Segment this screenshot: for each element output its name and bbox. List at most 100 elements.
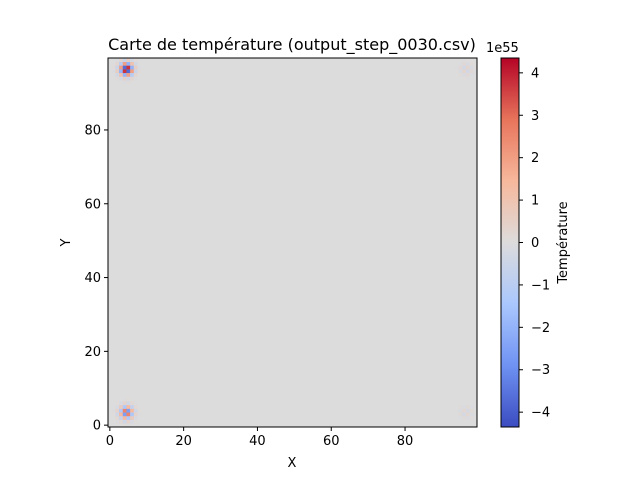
heat-cell xyxy=(115,76,120,81)
heat-cell xyxy=(126,72,131,77)
heat-cell xyxy=(133,61,138,66)
heat-cell xyxy=(130,65,135,70)
heat-cell xyxy=(119,401,124,406)
heat-cell xyxy=(115,401,120,406)
heat-cell xyxy=(133,412,138,417)
heatmap-cells xyxy=(111,58,477,427)
heat-cell xyxy=(115,69,120,74)
colorbar-gradient xyxy=(500,57,520,428)
heat-cell xyxy=(122,401,127,406)
heat-cell xyxy=(122,415,127,420)
heat-cell xyxy=(462,65,467,70)
heat-cell xyxy=(130,415,135,420)
heat-cell xyxy=(126,76,131,81)
heat-cell xyxy=(126,69,131,74)
colorbar-tick-label: 3 xyxy=(531,109,539,124)
heat-cell xyxy=(130,72,135,77)
heat-cell xyxy=(126,58,131,62)
heat-cell xyxy=(458,61,463,66)
heat-cell xyxy=(137,408,142,413)
x-tick-label: 20 xyxy=(175,434,192,449)
colorbar-tick-label: −3 xyxy=(531,363,550,378)
x-tick-label: 0 xyxy=(106,434,114,449)
heat-cell xyxy=(465,72,470,77)
heat-cell xyxy=(115,412,120,417)
heat-cell xyxy=(126,61,131,66)
heat-cell xyxy=(126,419,131,424)
heat-cell xyxy=(115,419,120,424)
heat-cell xyxy=(462,69,467,74)
heat-cell xyxy=(462,415,467,420)
heat-cell xyxy=(111,69,116,74)
heat-cell xyxy=(115,415,120,420)
heat-cell xyxy=(122,412,127,417)
heat-cell xyxy=(465,61,470,66)
heat-cell xyxy=(462,58,467,62)
heat-cell xyxy=(119,412,124,417)
heat-cell xyxy=(137,412,142,417)
heat-cell xyxy=(111,65,116,70)
heat-cell xyxy=(115,61,120,66)
heat-cell xyxy=(133,65,138,70)
heat-cell xyxy=(122,408,127,413)
heat-cell xyxy=(126,408,131,413)
colorbar-tick-label: 0 xyxy=(531,236,539,251)
y-tick-label: 60 xyxy=(84,197,101,212)
heat-cell xyxy=(119,65,124,70)
heat-cell xyxy=(119,404,124,409)
heat-cell xyxy=(130,401,135,406)
heat-cell xyxy=(133,419,138,424)
heat-cell xyxy=(458,404,463,409)
heat-cell xyxy=(126,397,131,402)
heat-cell xyxy=(119,76,124,81)
heat-cell xyxy=(122,72,127,77)
heat-cell xyxy=(454,69,459,74)
heat-cell xyxy=(465,404,470,409)
y-axis-ticks: 0 20 40 60 80 xyxy=(84,123,108,434)
heat-cell xyxy=(462,412,467,417)
heat-cell xyxy=(469,412,474,417)
heat-cell xyxy=(458,69,463,74)
x-tick-label: 40 xyxy=(249,434,266,449)
heat-cell xyxy=(469,404,474,409)
heat-cell xyxy=(122,419,127,424)
colorbar-offset-label: 1e55 xyxy=(486,41,519,56)
heat-cell xyxy=(469,65,474,70)
heat-cell xyxy=(122,76,127,81)
heat-cell xyxy=(133,408,138,413)
heat-cell xyxy=(133,69,138,74)
heat-cell xyxy=(458,412,463,417)
colorbar-tick-label: 4 xyxy=(531,66,539,81)
heat-cell xyxy=(133,76,138,81)
heat-cell xyxy=(465,408,470,413)
heat-cell xyxy=(130,412,135,417)
colorbar-tick-label: −1 xyxy=(531,278,550,293)
colorbar-tick-label: −4 xyxy=(531,406,550,421)
heat-cell xyxy=(119,72,124,77)
heat-cell xyxy=(130,69,135,74)
heatmap-background xyxy=(108,58,477,427)
heat-cell xyxy=(458,415,463,420)
heat-cell xyxy=(119,69,124,74)
heat-cell xyxy=(133,401,138,406)
heat-cell xyxy=(122,69,127,74)
heat-cell xyxy=(126,80,131,85)
y-axis-label: Y xyxy=(59,238,74,247)
heat-cell xyxy=(469,415,474,420)
colorbar-tick-label: −2 xyxy=(531,321,550,336)
heat-cell xyxy=(130,76,135,81)
heat-cell xyxy=(133,72,138,77)
heat-cell xyxy=(462,61,467,66)
heat-cell xyxy=(115,408,120,413)
heat-cell xyxy=(458,65,463,70)
heat-cell xyxy=(119,415,124,420)
heat-cell xyxy=(473,69,477,74)
heat-cell xyxy=(115,404,120,409)
heat-cell xyxy=(465,76,470,81)
plot-frame xyxy=(107,57,478,428)
heat-cell xyxy=(111,412,116,417)
x-tick-label: 60 xyxy=(323,434,340,449)
heat-cell xyxy=(133,58,138,62)
colorbar: −4 −3 −2 −1 0 1 2 3 4 1e55 Température xyxy=(486,41,571,428)
heat-cell xyxy=(122,58,127,62)
